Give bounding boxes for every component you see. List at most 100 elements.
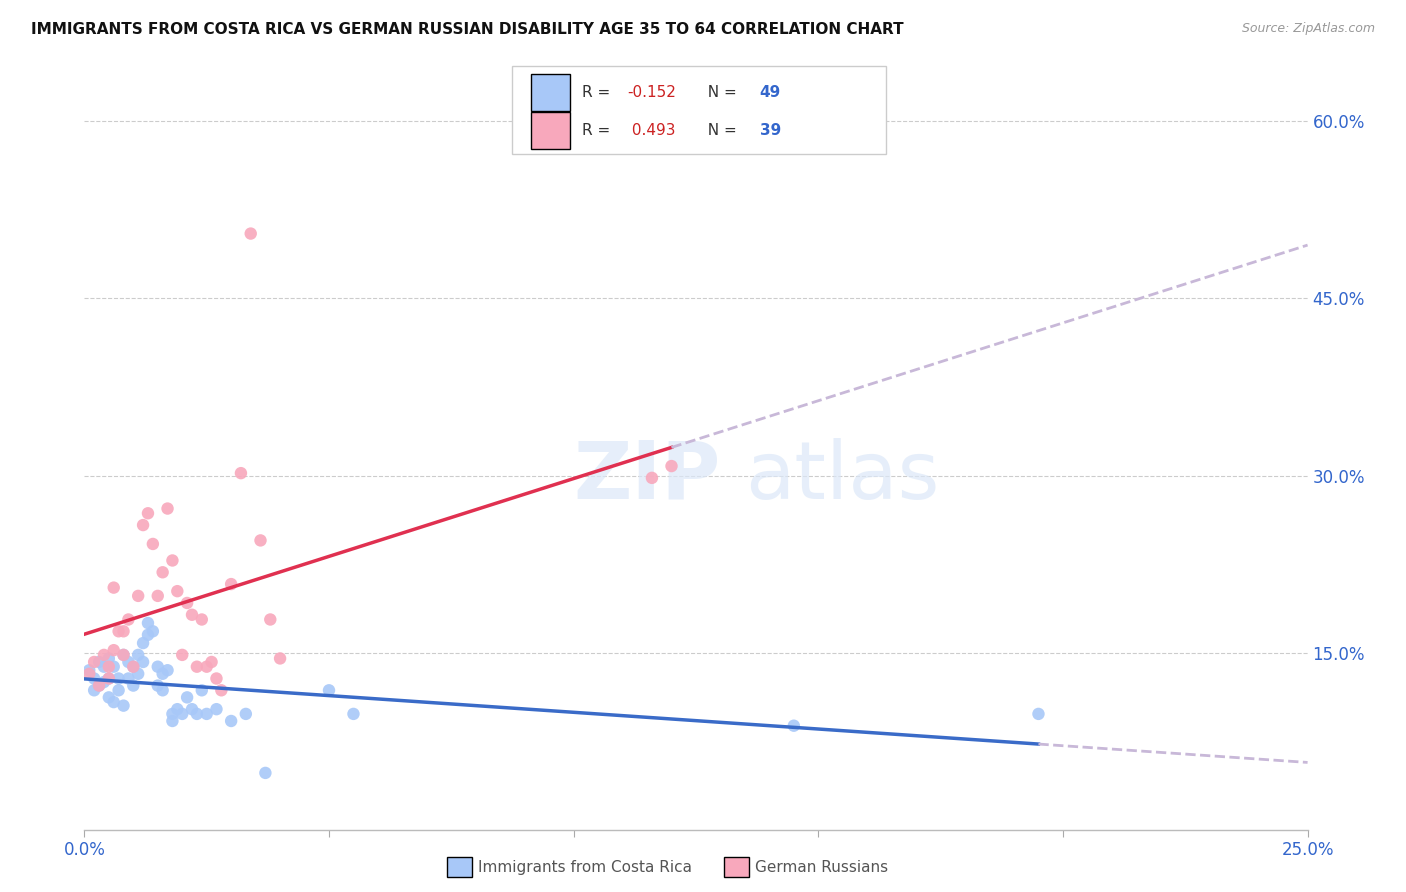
Text: 49: 49 (759, 85, 780, 100)
Point (127, 666, 149, 681)
Text: -0.152: -0.152 (627, 85, 676, 100)
Text: N =: N = (699, 123, 742, 138)
Point (783, 719, 806, 733)
FancyBboxPatch shape (531, 112, 569, 149)
Point (259, 612, 281, 626)
Point (641, 471, 664, 485)
Text: N =: N = (699, 85, 742, 100)
Point (181, 702, 204, 716)
Point (195, 659, 218, 673)
Point (122, 659, 145, 673)
Point (122, 659, 145, 673)
Point (219, 577, 242, 591)
Point (172, 648, 194, 662)
Point (205, 702, 228, 716)
Point (132, 655, 155, 669)
Point (142, 537, 165, 551)
Point (77, 663, 100, 677)
Point (142, 624, 165, 639)
Point (97, 672, 120, 686)
Point (97, 651, 120, 665)
Point (93, 648, 115, 662)
Point (181, 607, 204, 622)
Point (186, 659, 208, 673)
Point (162, 714, 184, 728)
Point (172, 706, 194, 721)
Point (112, 648, 135, 662)
Point (235, 706, 257, 721)
Text: German Russians: German Russians (755, 861, 889, 875)
Point (83, 655, 105, 669)
Point (205, 672, 228, 686)
Point (176, 690, 198, 705)
Point (127, 648, 149, 662)
Point (146, 589, 169, 603)
Point (661, 458, 683, 473)
Point (166, 702, 188, 716)
Point (97, 672, 120, 686)
Point (93, 675, 115, 690)
Point (254, 765, 277, 780)
Text: 0.493: 0.493 (627, 123, 676, 138)
Point (146, 679, 169, 693)
Point (103, 643, 125, 657)
Text: atlas: atlas (745, 438, 939, 516)
Point (219, 714, 242, 728)
Text: IMMIGRANTS FROM COSTA RICA VS GERMAN RUSSIAN DISABILITY AGE 35 TO 64 CORRELATION: IMMIGRANTS FROM COSTA RICA VS GERMAN RUS… (31, 22, 904, 37)
Point (342, 706, 364, 721)
Text: Source: ZipAtlas.com: Source: ZipAtlas.com (1241, 22, 1375, 36)
Point (87, 679, 110, 693)
Point (176, 596, 198, 610)
Point (87, 679, 110, 693)
Point (136, 506, 159, 520)
Text: Immigrants from Costa Rica: Immigrants from Costa Rica (478, 861, 692, 875)
Point (83, 683, 105, 698)
Point (112, 648, 135, 662)
Point (132, 636, 155, 650)
Point (156, 663, 179, 677)
Point (132, 518, 155, 533)
Point (122, 679, 145, 693)
Text: R =: R = (582, 123, 616, 138)
FancyBboxPatch shape (513, 66, 886, 154)
Point (77, 666, 100, 681)
Point (200, 655, 222, 669)
Point (249, 533, 271, 548)
Point (318, 683, 340, 698)
Point (103, 695, 125, 709)
Text: R =: R = (582, 85, 616, 100)
Point (146, 659, 169, 673)
Point (127, 589, 149, 603)
Point (136, 615, 159, 630)
Point (191, 612, 214, 626)
Point (117, 612, 139, 626)
Point (269, 651, 291, 665)
Point (117, 672, 139, 686)
Point (112, 624, 135, 639)
Point (186, 706, 208, 721)
Point (152, 566, 174, 580)
Point (97, 690, 120, 705)
Point (1028, 706, 1050, 721)
Point (87, 655, 110, 669)
Point (166, 584, 188, 599)
Point (162, 706, 184, 721)
Point (103, 659, 125, 673)
Point (136, 628, 159, 642)
Point (103, 581, 125, 595)
Point (117, 655, 139, 669)
Point (97, 659, 120, 673)
Point (93, 659, 115, 673)
Point (209, 683, 232, 698)
Point (83, 672, 105, 686)
Point (107, 683, 129, 698)
Point (112, 698, 135, 713)
Point (229, 466, 252, 480)
Text: 39: 39 (759, 123, 780, 138)
Text: ZIP: ZIP (574, 438, 720, 516)
Point (152, 683, 174, 698)
Point (239, 227, 262, 241)
Point (162, 553, 184, 567)
Point (152, 666, 174, 681)
Point (191, 683, 214, 698)
